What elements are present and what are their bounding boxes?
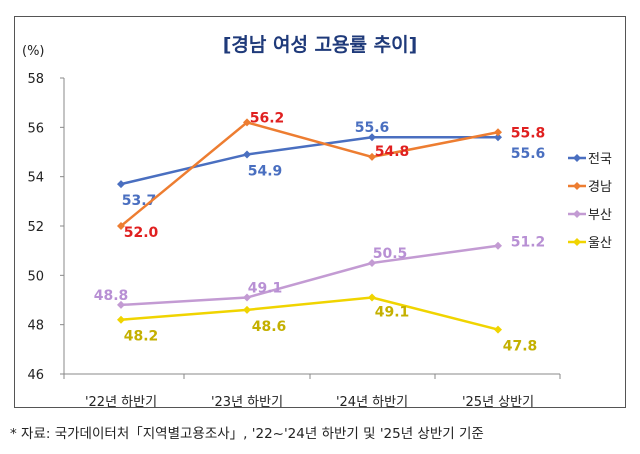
data-point [494, 325, 502, 334]
legend-marker [573, 182, 581, 190]
legend-label: 부산 [588, 208, 612, 223]
footnote: * 자료: 국가데이터처「지역별고용조사」, '22~'24년 하반기 및 '2… [10, 426, 484, 442]
chart-frame [14, 16, 626, 408]
data-label: 55.6 [355, 120, 390, 136]
y-tick-label: 46 [27, 368, 44, 383]
y-tick-label: 56 [27, 121, 44, 136]
y-tick-label: 52 [27, 220, 44, 235]
data-label: 49.1 [248, 281, 283, 297]
data-point [117, 180, 125, 189]
x-tick-label: '25년 상반기 [462, 395, 534, 410]
x-tick-label: '23년 하반기 [211, 395, 283, 410]
legend-marker [573, 154, 581, 162]
data-point [494, 133, 502, 142]
data-point [494, 241, 502, 250]
data-label: 55.6 [511, 146, 546, 162]
data-label: 48.6 [252, 319, 287, 335]
data-point [243, 150, 251, 159]
data-point [494, 128, 502, 137]
data-label: 54.8 [375, 144, 410, 160]
data-label: 54.9 [248, 163, 283, 179]
data-label: 47.8 [503, 339, 538, 355]
data-label: 55.8 [511, 125, 546, 141]
chart-title: [경남 여성 고용률 추이] [222, 34, 418, 56]
y-tick-label: 58 [27, 72, 44, 87]
data-point [243, 305, 251, 314]
y-axis-unit: (%) [22, 44, 45, 59]
legend-marker [573, 210, 581, 218]
legend-label: 전국 [588, 152, 612, 167]
data-point [117, 300, 125, 309]
series-line-경남 [120, 121, 499, 227]
data-label: 51.2 [511, 235, 546, 251]
data-point [368, 152, 376, 161]
y-tick-label: 54 [27, 171, 44, 186]
legend-marker [573, 238, 581, 246]
data-point [117, 222, 125, 230]
series-line-울산 [120, 296, 499, 331]
data-point [368, 293, 376, 302]
data-label: 48.2 [124, 329, 159, 345]
data-point [368, 259, 376, 267]
data-label: 56.2 [250, 110, 285, 126]
legend-label: 경남 [588, 180, 612, 195]
series-line-전국 [120, 135, 498, 186]
legend-label: 울산 [588, 236, 612, 251]
data-label: 48.8 [94, 288, 129, 304]
x-tick-label: '22년 하반기 [85, 395, 157, 410]
x-tick-label: '24년 하반기 [336, 395, 408, 410]
data-point [243, 293, 251, 302]
y-tick-label: 48 [27, 319, 44, 334]
data-label: 49.1 [375, 305, 410, 321]
data-point [243, 118, 251, 127]
series-line-부산 [120, 244, 499, 307]
data-label: 52.0 [124, 225, 159, 241]
data-point [117, 315, 125, 324]
data-label: 50.5 [373, 246, 408, 262]
data-point [368, 133, 376, 142]
y-tick-label: 50 [27, 269, 44, 284]
